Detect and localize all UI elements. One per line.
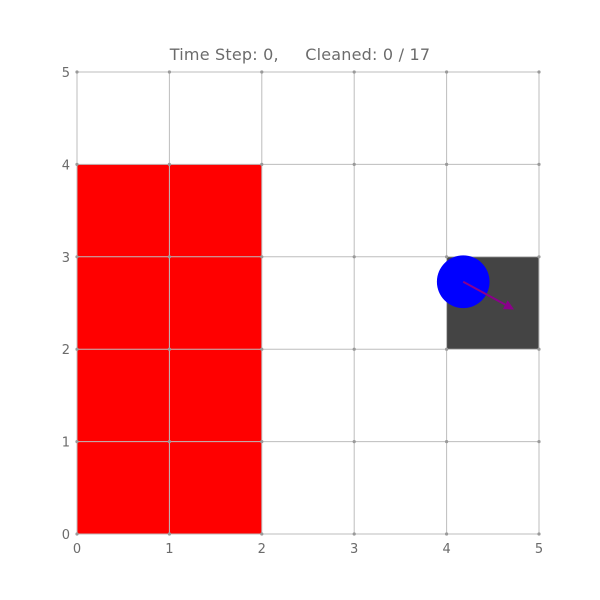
heading-arrow-shaft: [462, 280, 506, 306]
y-tick-label: 4: [62, 158, 70, 173]
grid-point: [75, 255, 79, 259]
y-tick-label: 5: [62, 66, 70, 81]
grid-point: [352, 70, 356, 74]
grid-point: [445, 532, 449, 536]
grid-point: [167, 70, 171, 74]
grid-point: [75, 347, 79, 351]
agent-layer: [436, 255, 515, 310]
grid-point: [445, 255, 449, 259]
grid-point: [352, 255, 356, 259]
grid-point: [75, 440, 79, 444]
y-tick-label: 0: [62, 528, 70, 543]
grid-lines: [75, 70, 541, 536]
x-tick-label: 5: [535, 542, 543, 557]
time-step-label: Time Step: 0,: [169, 45, 279, 64]
x-tick-label: 1: [165, 542, 173, 557]
grid-point: [167, 440, 171, 444]
grid-point: [352, 532, 356, 536]
grid-point: [352, 162, 356, 166]
grid-point: [445, 70, 449, 74]
cleaned-count-label: Cleaned: 0 / 17: [305, 45, 431, 64]
grid-point: [260, 70, 264, 74]
grid-point: [352, 440, 356, 444]
grid-point: [75, 70, 79, 74]
grid-point: [260, 255, 264, 259]
grid-point: [260, 162, 264, 166]
heading-arrow-head: [502, 300, 515, 310]
status-title: Time Step: 0, Cleaned: 0 / 17: [0, 45, 600, 64]
grid-point: [75, 532, 79, 536]
grid-point: [75, 162, 79, 166]
grid-point: [167, 532, 171, 536]
grid-point: [445, 347, 449, 351]
grid-point: [260, 440, 264, 444]
x-tick-label: 2: [258, 542, 266, 557]
y-tick-label: 1: [62, 436, 70, 451]
grid-point: [352, 347, 356, 351]
x-tick-label: 3: [350, 542, 358, 557]
axis-ticks: 0 1 2 3 4 5 0 1 2 3 4 5: [62, 66, 543, 557]
grid-point: [260, 347, 264, 351]
grid-point: [445, 440, 449, 444]
grid-point: [167, 255, 171, 259]
grid-point: [537, 440, 541, 444]
grid-point: [537, 255, 541, 259]
grid-point: [260, 532, 264, 536]
grid-point: [167, 162, 171, 166]
grid-point: [167, 347, 171, 351]
grid-point: [445, 162, 449, 166]
x-tick-label: 0: [73, 542, 81, 557]
x-tick-label: 4: [442, 542, 450, 557]
y-tick-label: 3: [62, 251, 70, 266]
y-tick-label: 2: [62, 343, 70, 358]
grid-point: [537, 70, 541, 74]
grid-point: [537, 532, 541, 536]
grid-point: [537, 347, 541, 351]
grid-point: [537, 162, 541, 166]
